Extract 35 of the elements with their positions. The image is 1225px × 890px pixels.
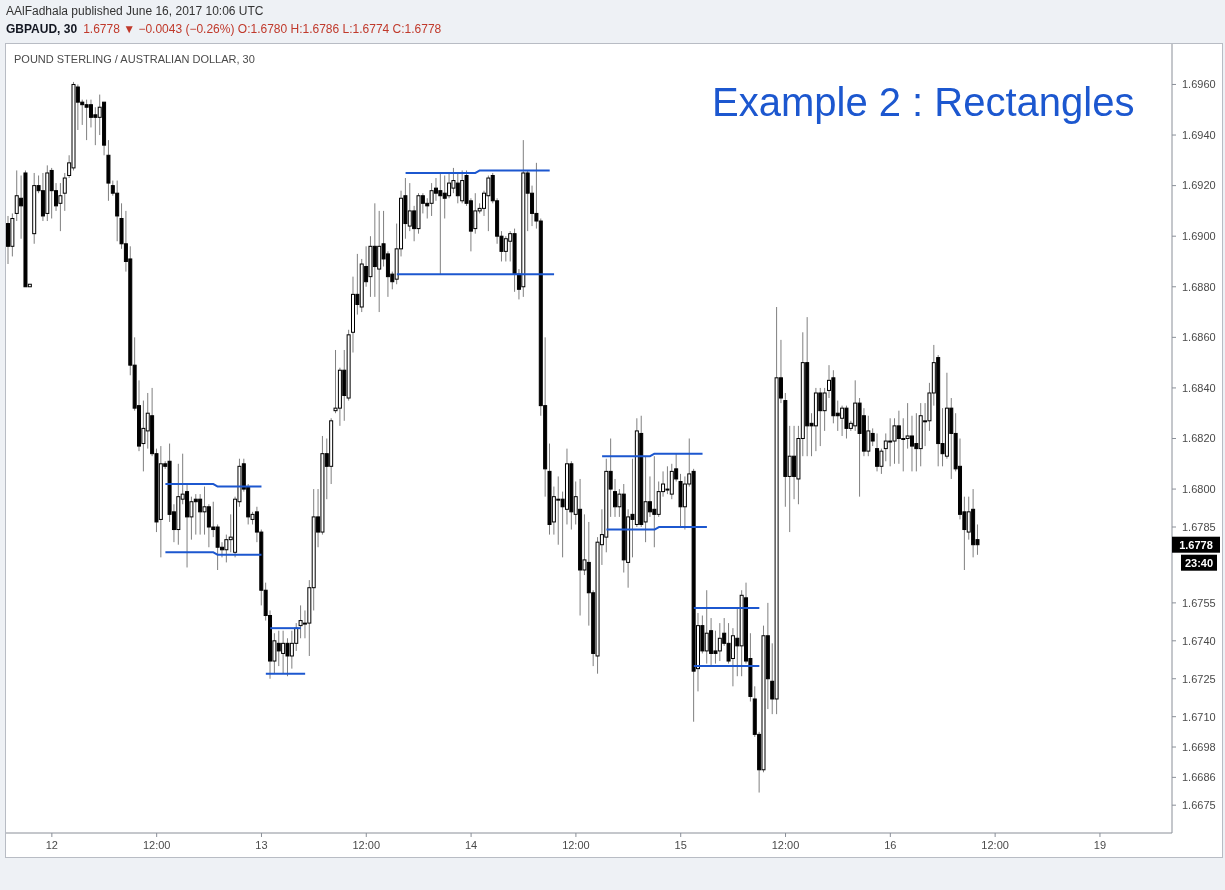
x-tick-label: 12:00	[981, 838, 1009, 851]
text: 1.6778 ▼ −0.0043 (−0.26%) O:1.6780 H:1.6786 L:1.6774 C:1.6778	[83, 22, 442, 36]
x-tick-label: 15	[674, 838, 687, 851]
text: GBPAUD, 30	[6, 22, 78, 36]
x-tick-label: 16	[884, 838, 897, 851]
x-tick-label: 12:00	[142, 838, 171, 851]
y-tick-label: 1.6755	[1182, 596, 1216, 609]
text: Example 2 : Rectangles	[712, 80, 1135, 124]
y-tick-label: 1.6960	[1182, 78, 1216, 91]
x-tick-label: 19	[1093, 838, 1107, 851]
y-tick-label: 1.6675	[1182, 799, 1216, 812]
y-tick-label: 1.6920	[1182, 179, 1216, 192]
text: 23:40	[1184, 556, 1214, 569]
y-tick-label: 1.6820	[1182, 432, 1216, 445]
y-tick-label: 1.6698	[1182, 740, 1216, 753]
text: AAlFadhala published June 16, 2017 10:06 UTC	[6, 4, 264, 18]
y-tick-label: 1.6710	[1182, 710, 1216, 723]
y-tick-label: 1.6900	[1182, 230, 1216, 243]
y-tick-label: 1.6740	[1182, 634, 1216, 647]
y-tick-label: 1.6800	[1182, 482, 1216, 495]
text: POUND STERLING / AUSTRALIAN DOLLAR, 30	[14, 53, 255, 65]
y-tick-label: 1.6785	[1182, 520, 1216, 533]
y-tick-label: 1.6840	[1182, 381, 1216, 394]
y-tick-label: 1.6860	[1182, 331, 1216, 344]
x-tick-label: 12:00	[562, 838, 590, 851]
y-tick-label: 1.6940	[1182, 128, 1216, 141]
x-tick-label: 13	[255, 838, 268, 851]
y-tick-label: 1.6880	[1182, 280, 1216, 293]
x-tick-label: 12:00	[352, 838, 381, 851]
x-tick-label: 12:00	[771, 838, 800, 851]
x-tick-label: 12	[45, 838, 58, 851]
y-tick-label: 1.6725	[1182, 672, 1216, 685]
x-tick-label: 14	[464, 838, 478, 851]
y-tick-label: 1.6778	[1179, 538, 1213, 551]
y-tick-label: 1.6686	[1182, 771, 1216, 784]
